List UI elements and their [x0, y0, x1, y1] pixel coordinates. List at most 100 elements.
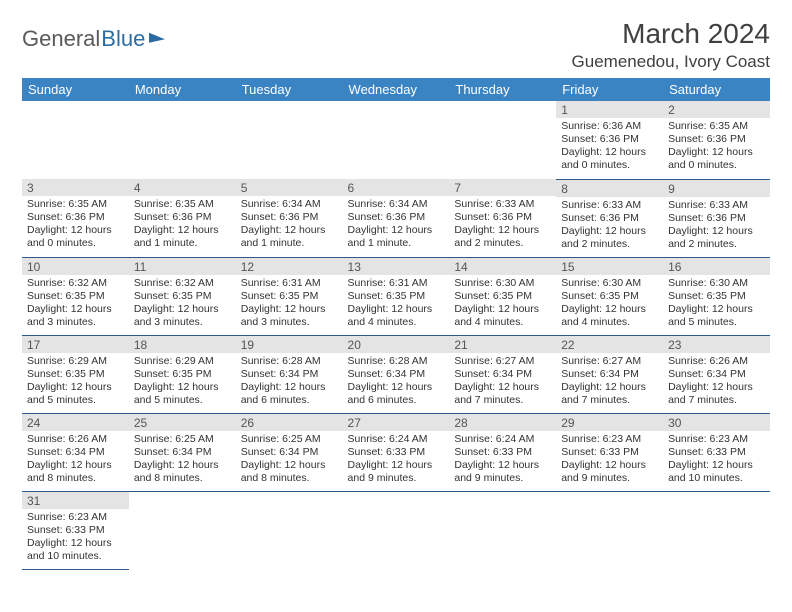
day-details: Sunrise: 6:32 AMSunset: 6:35 PMDaylight:…	[129, 275, 236, 333]
calendar-cell	[22, 101, 129, 179]
day-number: 4	[129, 179, 236, 196]
day-number: 5	[236, 179, 343, 196]
calendar-cell: 21Sunrise: 6:27 AMSunset: 6:34 PMDayligh…	[449, 335, 556, 413]
calendar-cell	[343, 491, 450, 569]
calendar-cell: 3Sunrise: 6:35 AMSunset: 6:36 PMDaylight…	[22, 179, 129, 257]
day-number: 9	[663, 180, 770, 197]
day-number: 6	[343, 179, 450, 196]
day-number: 15	[556, 258, 663, 275]
calendar-cell	[449, 491, 556, 569]
day-number: 8	[556, 180, 663, 197]
day-details: Sunrise: 6:36 AMSunset: 6:36 PMDaylight:…	[556, 118, 663, 176]
day-details: Sunrise: 6:25 AMSunset: 6:34 PMDaylight:…	[236, 431, 343, 489]
day-number: 16	[663, 258, 770, 275]
calendar-cell: 1Sunrise: 6:36 AMSunset: 6:36 PMDaylight…	[556, 101, 663, 179]
day-number: 31	[22, 492, 129, 509]
calendar-cell: 29Sunrise: 6:23 AMSunset: 6:33 PMDayligh…	[556, 413, 663, 491]
day-details: Sunrise: 6:28 AMSunset: 6:34 PMDaylight:…	[343, 353, 450, 411]
calendar-cell	[236, 101, 343, 179]
day-number: 20	[343, 336, 450, 353]
day-details: Sunrise: 6:30 AMSunset: 6:35 PMDaylight:…	[556, 275, 663, 333]
day-number: 3	[22, 179, 129, 196]
day-number: 25	[129, 414, 236, 431]
day-details: Sunrise: 6:31 AMSunset: 6:35 PMDaylight:…	[236, 275, 343, 333]
day-details: Sunrise: 6:26 AMSunset: 6:34 PMDaylight:…	[663, 353, 770, 411]
weekday-header: Wednesday	[343, 78, 450, 101]
day-details: Sunrise: 6:27 AMSunset: 6:34 PMDaylight:…	[556, 353, 663, 411]
day-number: 30	[663, 414, 770, 431]
day-number: 17	[22, 336, 129, 353]
day-details: Sunrise: 6:23 AMSunset: 6:33 PMDaylight:…	[556, 431, 663, 489]
day-number: 29	[556, 414, 663, 431]
calendar-cell: 8Sunrise: 6:33 AMSunset: 6:36 PMDaylight…	[556, 179, 663, 257]
day-number: 10	[22, 258, 129, 275]
day-details: Sunrise: 6:35 AMSunset: 6:36 PMDaylight:…	[129, 196, 236, 254]
day-details: Sunrise: 6:35 AMSunset: 6:36 PMDaylight:…	[663, 118, 770, 176]
month-title: March 2024	[572, 18, 770, 50]
day-details: Sunrise: 6:34 AMSunset: 6:36 PMDaylight:…	[236, 196, 343, 254]
day-number: 19	[236, 336, 343, 353]
calendar-cell: 25Sunrise: 6:25 AMSunset: 6:34 PMDayligh…	[129, 413, 236, 491]
weekday-header: Saturday	[663, 78, 770, 101]
day-details: Sunrise: 6:30 AMSunset: 6:35 PMDaylight:…	[449, 275, 556, 333]
calendar-cell: 7Sunrise: 6:33 AMSunset: 6:36 PMDaylight…	[449, 179, 556, 257]
day-details: Sunrise: 6:23 AMSunset: 6:33 PMDaylight:…	[22, 509, 129, 567]
day-details: Sunrise: 6:24 AMSunset: 6:33 PMDaylight:…	[449, 431, 556, 489]
day-details: Sunrise: 6:29 AMSunset: 6:35 PMDaylight:…	[129, 353, 236, 411]
day-details: Sunrise: 6:34 AMSunset: 6:36 PMDaylight:…	[343, 196, 450, 254]
day-details: Sunrise: 6:24 AMSunset: 6:33 PMDaylight:…	[343, 431, 450, 489]
weekday-header: Tuesday	[236, 78, 343, 101]
day-number: 21	[449, 336, 556, 353]
day-number: 26	[236, 414, 343, 431]
day-number: 7	[449, 179, 556, 196]
day-details: Sunrise: 6:23 AMSunset: 6:33 PMDaylight:…	[663, 431, 770, 489]
calendar-cell	[556, 491, 663, 569]
calendar-cell: 19Sunrise: 6:28 AMSunset: 6:34 PMDayligh…	[236, 335, 343, 413]
day-number: 27	[343, 414, 450, 431]
calendar-cell	[663, 491, 770, 569]
calendar-cell: 23Sunrise: 6:26 AMSunset: 6:34 PMDayligh…	[663, 335, 770, 413]
calendar-cell: 12Sunrise: 6:31 AMSunset: 6:35 PMDayligh…	[236, 257, 343, 335]
day-number: 11	[129, 258, 236, 275]
calendar-cell: 27Sunrise: 6:24 AMSunset: 6:33 PMDayligh…	[343, 413, 450, 491]
calendar-cell: 20Sunrise: 6:28 AMSunset: 6:34 PMDayligh…	[343, 335, 450, 413]
day-number: 28	[449, 414, 556, 431]
calendar-cell: 31Sunrise: 6:23 AMSunset: 6:33 PMDayligh…	[22, 491, 129, 569]
day-details: Sunrise: 6:25 AMSunset: 6:34 PMDaylight:…	[129, 431, 236, 489]
day-number: 22	[556, 336, 663, 353]
day-details: Sunrise: 6:33 AMSunset: 6:36 PMDaylight:…	[556, 197, 663, 255]
calendar-cell: 30Sunrise: 6:23 AMSunset: 6:33 PMDayligh…	[663, 413, 770, 491]
day-details: Sunrise: 6:31 AMSunset: 6:35 PMDaylight:…	[343, 275, 450, 333]
calendar-cell	[129, 101, 236, 179]
day-number: 18	[129, 336, 236, 353]
calendar-cell: 14Sunrise: 6:30 AMSunset: 6:35 PMDayligh…	[449, 257, 556, 335]
calendar-cell: 4Sunrise: 6:35 AMSunset: 6:36 PMDaylight…	[129, 179, 236, 257]
location: Guemenedou, Ivory Coast	[572, 52, 770, 72]
logo-text-1: General	[22, 26, 100, 52]
day-details: Sunrise: 6:33 AMSunset: 6:36 PMDaylight:…	[449, 196, 556, 254]
calendar-cell: 11Sunrise: 6:32 AMSunset: 6:35 PMDayligh…	[129, 257, 236, 335]
calendar-cell: 5Sunrise: 6:34 AMSunset: 6:36 PMDaylight…	[236, 179, 343, 257]
day-details: Sunrise: 6:29 AMSunset: 6:35 PMDaylight:…	[22, 353, 129, 411]
day-details: Sunrise: 6:30 AMSunset: 6:35 PMDaylight:…	[663, 275, 770, 333]
day-number: 1	[556, 101, 663, 118]
weekday-header: Thursday	[449, 78, 556, 101]
day-details: Sunrise: 6:35 AMSunset: 6:36 PMDaylight:…	[22, 196, 129, 254]
calendar-table: SundayMondayTuesdayWednesdayThursdayFrid…	[22, 78, 770, 570]
calendar-cell	[129, 491, 236, 569]
logo: GeneralBlue	[22, 26, 165, 52]
calendar-cell: 28Sunrise: 6:24 AMSunset: 6:33 PMDayligh…	[449, 413, 556, 491]
calendar-cell: 18Sunrise: 6:29 AMSunset: 6:35 PMDayligh…	[129, 335, 236, 413]
logo-flag-icon	[149, 29, 165, 42]
day-details: Sunrise: 6:32 AMSunset: 6:35 PMDaylight:…	[22, 275, 129, 333]
day-number: 24	[22, 414, 129, 431]
day-number: 2	[663, 101, 770, 118]
calendar-cell	[343, 101, 450, 179]
weekday-header: Sunday	[22, 78, 129, 101]
day-details: Sunrise: 6:27 AMSunset: 6:34 PMDaylight:…	[449, 353, 556, 411]
calendar-cell: 13Sunrise: 6:31 AMSunset: 6:35 PMDayligh…	[343, 257, 450, 335]
day-details: Sunrise: 6:28 AMSunset: 6:34 PMDaylight:…	[236, 353, 343, 411]
weekday-header: Friday	[556, 78, 663, 101]
weekday-header: Monday	[129, 78, 236, 101]
calendar-cell: 24Sunrise: 6:26 AMSunset: 6:34 PMDayligh…	[22, 413, 129, 491]
